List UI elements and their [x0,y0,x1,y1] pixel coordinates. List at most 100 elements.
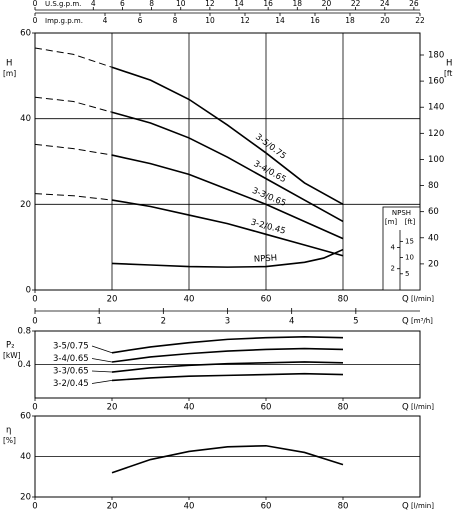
series-label: 3-2/0.45 [53,379,89,389]
bottom-axis-tick-label: 2 [161,317,166,327]
x-tick-label: 20 [107,403,118,413]
x-axis-label: Q [402,403,409,413]
top-axis-tick-label: 4 [103,16,108,25]
top-axis-tick-label: 0 [33,0,38,8]
x-tick-label: 20 [107,502,118,510]
x-axis-unit: [l/min] [411,502,434,510]
top-axis-tick-label: 14 [275,16,285,25]
x-tick-label: 40 [184,502,195,510]
x-axis-label: Q [402,295,409,305]
curve-extrapolated [34,96,113,113]
x-tick-label: 60 [261,403,272,413]
y-tick-label: 40 [20,452,31,462]
y-tick-label: 60 [20,29,31,39]
y2-axis-unit: [ft] [444,69,453,78]
top-axis-tick-label: 10 [205,16,215,25]
npsh-tick-label: 10 [405,254,414,262]
x-tick-label: 0 [32,295,37,305]
top-axis-tick-label: 4 [91,0,96,8]
curve [111,444,344,474]
series-label: 3-2/0.45 [249,217,286,236]
top-axis-tick-label: 20 [322,0,332,8]
x-axis-unit: [l/min] [411,403,434,411]
y-tick-label: 0.4 [17,360,31,370]
curve [111,248,344,268]
y-tick-label: 0 [26,286,31,296]
curve [111,199,344,257]
y-axis-label: H [6,59,12,69]
y2-tick-label: 60 [428,207,439,217]
y-axis-label: P₂ [6,341,15,351]
npsh-title: NPSH [392,209,411,217]
top-axis-label: U.S.g.p.m. [45,0,81,8]
top-axis-tick-label: 18 [345,16,355,25]
y-tick-label: 40 [20,114,31,124]
y2-tick-label: 20 [428,259,439,269]
curve [111,111,344,223]
curve [111,347,344,363]
top-axis-tick-label: 0 [33,16,38,25]
bottom-axis-tick-label: 1 [96,317,101,327]
top-axis-tick-label: 8 [173,16,178,25]
bottom-axis-tick-label: 4 [289,317,294,327]
top-axis-label: Imp.g.p.m. [45,17,83,25]
curve [111,66,344,206]
y-axis-unit: [%] [3,436,16,445]
x-axis-label: Q [402,502,409,510]
top-axis-tick-label: 12 [205,0,215,8]
x-tick-label: 80 [338,295,349,305]
series-label: NPSH [254,253,278,264]
x-tick-label: 80 [338,502,349,510]
plot-frame [34,32,421,291]
y-axis-label: η [6,426,11,436]
y-tick-label: 0.8 [17,327,31,337]
top-axis-tick-label: 24 [380,0,390,8]
x-axis-unit: [l/min] [411,295,434,303]
bottom-axis-tick-label: 3 [225,317,230,327]
bottom-axis-label: Q [402,317,409,327]
curve [111,154,344,240]
npsh-tick-label: 5 [405,270,409,278]
curve-extrapolated [34,193,113,201]
y-axis-unit: [kW] [3,351,21,360]
npsh-tick-label: 4 [391,243,396,251]
top-axis-tick-label: 16 [310,16,320,25]
y2-axis-label: H [446,59,452,69]
curve-extrapolated [34,143,113,156]
y2-tick-label: 120 [428,129,444,139]
curve [111,372,344,382]
top-axis-tick-label: 18 [293,0,303,8]
npsh-tick-label: 2 [391,265,395,273]
top-axis-tick-label: 12 [240,16,250,25]
bottom-axis-tick-label: 5 [353,317,358,327]
series-label: 3-4/0.65 [53,354,89,364]
bottom-axis-unit: [m³/h] [411,317,433,325]
leader-line [91,370,113,373]
leader-line [91,380,113,384]
top-axis-tick-label: 6 [138,16,143,25]
curve [111,361,344,373]
x-tick-label: 60 [261,295,272,305]
top-axis-tick-label: 6 [120,0,125,8]
y-tick-label: 60 [20,412,31,422]
leader-line [91,358,113,363]
top-axis-tick-label: 20 [380,16,390,25]
y2-tick-label: 80 [428,181,439,191]
npsh-unit2: [ft] [405,218,416,226]
y2-tick-label: 160 [428,77,444,87]
npsh-unit: [m] [385,218,398,226]
y2-tick-label: 100 [428,155,444,165]
y-tick-label: 20 [20,493,31,503]
top-axis-tick-label: 16 [263,0,273,8]
npsh-box [382,206,421,291]
top-axis-tick-label: 14 [234,0,244,8]
bottom-axis-tick-label: 0 [32,317,37,327]
x-tick-label: 80 [338,403,349,413]
top-axis-tick-label: 22 [415,16,425,25]
y2-tick-label: 180 [428,50,444,60]
x-tick-label: 40 [184,295,195,305]
npsh-tick-label: 15 [405,237,414,245]
x-tick-label: 0 [32,403,37,413]
top-axis-tick-label: 26 [409,0,419,8]
